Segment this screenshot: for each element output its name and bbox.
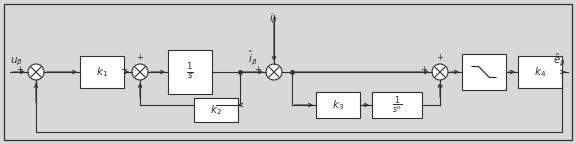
Bar	[80, 56, 124, 88]
Circle shape	[28, 64, 44, 80]
Text: $k_1$: $k_1$	[96, 65, 108, 79]
Bar	[372, 92, 422, 118]
Text: -: -	[138, 82, 142, 90]
Text: $\hat{i}_{\beta}$: $\hat{i}_{\beta}$	[248, 48, 257, 67]
Bar	[168, 50, 212, 94]
Text: $k_4$: $k_4$	[534, 65, 546, 79]
Text: $u_{\beta}$: $u_{\beta}$	[10, 56, 23, 68]
Text: -: -	[272, 54, 275, 62]
Circle shape	[266, 64, 282, 80]
Text: +: +	[120, 66, 127, 74]
Bar	[316, 92, 360, 118]
Text: -: -	[35, 79, 37, 89]
Circle shape	[432, 64, 448, 80]
Text: +: +	[255, 66, 262, 74]
Bar	[518, 56, 562, 88]
Text: +: +	[17, 66, 24, 74]
Text: +: +	[137, 54, 143, 62]
Text: +: +	[437, 82, 444, 90]
Text: $\frac{1}{s}$: $\frac{1}{s}$	[186, 62, 194, 82]
Bar	[194, 98, 238, 122]
Circle shape	[132, 64, 148, 80]
Text: $\hat{e}_{\beta}$: $\hat{e}_{\beta}$	[553, 51, 566, 68]
Text: $k_2$: $k_2$	[210, 103, 222, 117]
Text: $k_3$: $k_3$	[332, 98, 344, 112]
Text: +: +	[420, 66, 427, 74]
Text: $\frac{1}{s^n}$: $\frac{1}{s^n}$	[392, 94, 402, 116]
Text: $i_{\beta}$: $i_{\beta}$	[270, 12, 279, 26]
Bar	[462, 54, 506, 90]
Text: +: +	[437, 54, 444, 62]
